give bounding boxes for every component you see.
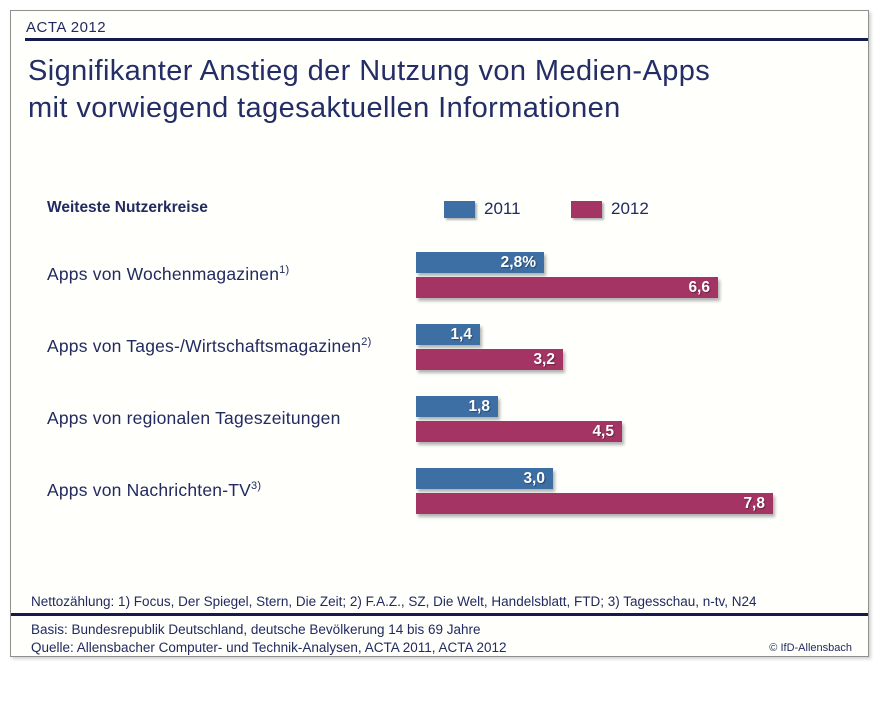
bar-value-label: 3,2: [533, 351, 555, 368]
bar-2012-row3: 4,5: [416, 421, 622, 442]
chart-title: Signifikanter Anstieg der Nutzung von Me…: [28, 53, 858, 127]
category-label: Apps von Tages-/Wirtschaftsmagazinen2): [47, 336, 372, 356]
bar-2011-row2: 1,4: [416, 324, 480, 345]
study-label: ACTA 2012: [26, 19, 107, 36]
bar-value-label: 3,0: [523, 470, 545, 487]
bar-2012-row1: 6,6: [416, 277, 718, 298]
chart-title-line2: mit vorwiegend tagesaktuellen Informatio…: [28, 92, 621, 124]
footnote-text: Nettozählung: 1) Focus, Der Spiegel, Ste…: [31, 594, 757, 609]
legend-item-2011: 2011: [444, 199, 521, 219]
bar-value-label: 4,5: [592, 423, 614, 440]
bar-2011-row1: 2,8%: [416, 252, 544, 273]
category-label: Apps von regionalen Tageszeitungen: [47, 408, 341, 428]
basis-text: Basis: Bundesrepublik Deutschland, deuts…: [31, 622, 481, 637]
footnote-marker: 2): [361, 336, 372, 349]
bar-2012-row4: 7,8: [416, 493, 773, 514]
bar-value-label: 1,4: [450, 326, 472, 343]
bar-value-label: 7,8: [743, 495, 765, 512]
category-label: Apps von Wochenmagazinen1): [47, 264, 290, 284]
slide-frame: ACTA 2012 Signifikanter Anstieg der Nutz…: [10, 10, 869, 657]
bar-2011-row4: 3,0: [416, 468, 553, 489]
bar-2012-row2: 3,2: [416, 349, 563, 370]
footer-divider: [11, 613, 868, 616]
legend-name-2012: 2012: [611, 199, 649, 218]
legend-caption: Weiteste Nutzerkreise: [47, 199, 208, 216]
bar-2011-row3: 1,8: [416, 396, 498, 417]
legend-item-2012: 2012: [571, 199, 649, 219]
header-divider: [25, 38, 868, 41]
legend-name-2011: 2011: [484, 199, 521, 218]
category-label: Apps von Nachrichten-TV3): [47, 480, 262, 500]
footnote-marker: 1): [279, 264, 290, 277]
bar-value-label: 2,8%: [500, 254, 536, 271]
quelle-text: Quelle: Allensbacher Computer- und Techn…: [31, 640, 507, 655]
copyright-text: © IfD-Allensbach: [769, 642, 852, 654]
legend-swatch-2011: [444, 200, 475, 218]
legend-swatch-2012: [571, 200, 602, 218]
bar-value-label: 6,6: [688, 279, 710, 296]
chart-title-line1: Signifikanter Anstieg der Nutzung von Me…: [28, 55, 711, 87]
footnote-marker: 3): [251, 480, 262, 493]
bar-value-label: 1,8: [468, 398, 490, 415]
